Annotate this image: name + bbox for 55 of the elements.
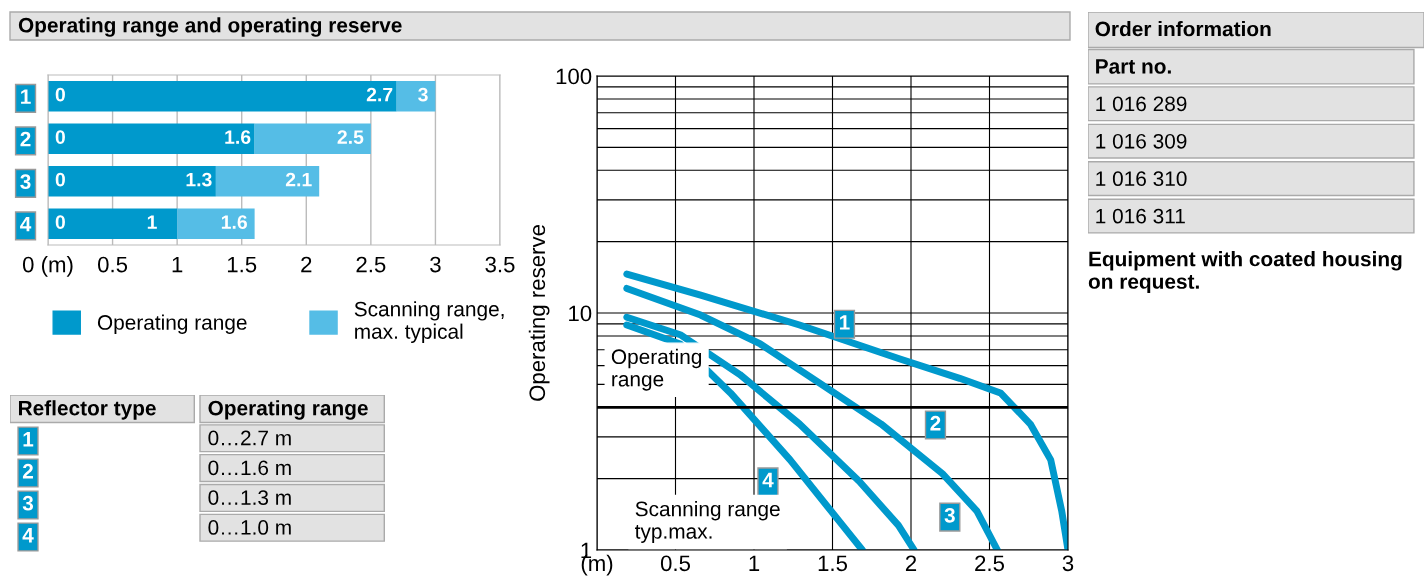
x-tick-label: 0.5 [98, 256, 128, 273]
category-label: Operating range [208, 400, 368, 420]
category-label: Part no. [1096, 59, 1171, 74]
annotation: 0 [55, 87, 65, 102]
x-tick-label: 2 [905, 555, 917, 571]
legend-label: Operating range [97, 314, 247, 334]
text: 1 016 310 [1096, 171, 1187, 187]
text: Order information [1095, 21, 1271, 37]
annotation: 2.1 [285, 172, 312, 187]
text: 1 016 309 [1096, 133, 1187, 149]
annotation: 0 [55, 130, 65, 144]
text: 0…1.0 m [208, 520, 291, 535]
y-axis-title: Operating reserve [528, 225, 550, 401]
data-label: 1 [147, 215, 157, 229]
text: 1 016 289 [1096, 96, 1187, 112]
text: 4 [762, 472, 774, 488]
x-tick-label: 1 [172, 256, 183, 273]
y-tick-label: 4 [20, 216, 32, 232]
category-label: Reflector type [18, 400, 156, 420]
annotation: 0 [55, 172, 65, 187]
data-label: 1.6 [225, 130, 251, 144]
y-tick-label: 2 [20, 131, 31, 147]
text: 0…2.7 m [208, 430, 291, 446]
x-tick-label: 0 (m) [22, 256, 73, 277]
annotation: 3 [418, 87, 428, 102]
category-label: 3 [944, 507, 955, 523]
x-tick-label: 2.5 [356, 256, 386, 273]
category-label: 2 [930, 415, 941, 431]
annotation: Scanning range typ.max. [635, 501, 780, 543]
x-tick-label: 2.5 [975, 555, 1005, 572]
y-tick-label: 3 [20, 174, 31, 190]
x-tick-label: 3 [430, 256, 441, 273]
chart-title: Operating range and operating reserve [18, 17, 402, 37]
text: 0…1.6 m [208, 460, 291, 476]
text: 1 016 311 [1096, 208, 1185, 224]
ref-line-label: Operating range [611, 348, 702, 391]
x-tick-label: 3 [1062, 555, 1074, 572]
x-tick-label: 1 [749, 555, 760, 571]
x-tick-label: 2 [301, 256, 312, 273]
x-tick-label: 3.5 [485, 256, 515, 273]
text: 0…1.3 m [208, 490, 291, 505]
annotation: 2.5 [337, 130, 364, 144]
y-tick-label: 100 [556, 68, 592, 85]
annotation: 1.6 [221, 215, 247, 229]
legend-label: Scanning range, max. typical [354, 301, 504, 344]
data-label: 2.7 [366, 87, 393, 102]
text: Equipment with coated housing on request. [1088, 251, 1402, 293]
y-tick-label: 10 [569, 305, 592, 322]
data-label: 1.3 [186, 172, 212, 187]
annotation: 0 [55, 215, 65, 229]
x-tick-label: 1.5 [818, 555, 848, 572]
x-tick-label: 0.5 [660, 555, 691, 572]
x-tick-label: 1.5 [227, 256, 257, 273]
series-label: 1 [839, 315, 850, 330]
y-tick-label: 1 [21, 89, 31, 104]
